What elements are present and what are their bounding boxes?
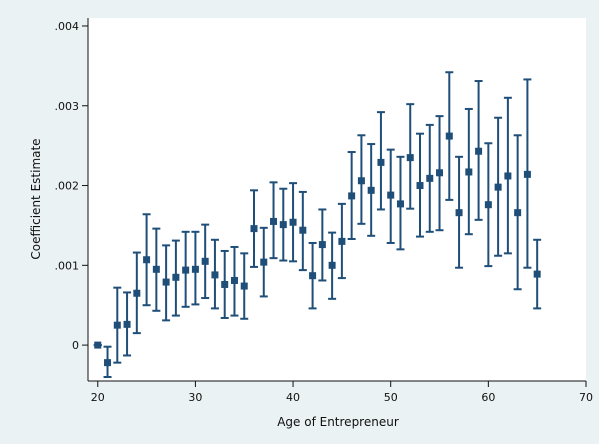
- y-tick-label: .002: [55, 180, 80, 193]
- coefficient-point: [465, 168, 473, 176]
- coefficient-point: [172, 273, 180, 281]
- coefficient-point: [279, 221, 287, 229]
- y-tick-label: .003: [55, 100, 80, 113]
- coefficient-point: [182, 266, 190, 274]
- y-axis-title: Coefficient Estimate: [29, 138, 43, 259]
- coefficient-point: [133, 289, 141, 297]
- coefficient-point: [211, 271, 219, 279]
- coefficient-point: [348, 192, 356, 200]
- coefficient-point: [309, 272, 317, 280]
- coefficient-point: [416, 182, 424, 190]
- coefficient-point: [162, 278, 170, 286]
- coefficient-point: [484, 201, 492, 209]
- coefficient-point: [455, 209, 463, 217]
- coefficient-point: [504, 172, 512, 180]
- coefficient-point: [260, 258, 268, 266]
- coefficient-point: [270, 217, 278, 225]
- coefficient-point: [123, 320, 131, 328]
- coefficient-point: [426, 174, 434, 182]
- y-tick-label: .001: [55, 259, 80, 272]
- coefficient-point: [104, 359, 112, 367]
- x-tick-label: 30: [188, 391, 202, 404]
- coefficient-point: [514, 209, 522, 217]
- coefficient-point: [113, 321, 121, 329]
- coefficient-point: [318, 241, 326, 249]
- coefficient-point: [533, 270, 541, 278]
- coefficient-point: [338, 237, 346, 245]
- coefficient-point: [387, 191, 395, 199]
- x-axis-title: Age of Entrepreneur: [277, 415, 399, 429]
- x-tick-label: 20: [91, 391, 105, 404]
- x-tick-label: 50: [384, 391, 398, 404]
- coefficient-point: [367, 186, 375, 194]
- coefficient-point: [240, 282, 248, 290]
- coefficient-point: [523, 170, 531, 178]
- x-tick-label: 40: [286, 391, 300, 404]
- y-tick-label: 0: [72, 339, 79, 352]
- coefficient-point: [396, 200, 404, 208]
- coefficient-point: [406, 154, 414, 162]
- coefficient-point: [328, 261, 336, 269]
- coefficient-point: [230, 276, 238, 284]
- coefficient-point: [475, 147, 483, 155]
- x-tick-label: 70: [579, 391, 593, 404]
- coefficient-point: [143, 256, 151, 264]
- x-tick-label: 60: [481, 391, 495, 404]
- coefficient-point: [494, 183, 502, 191]
- coefficient-point: [201, 257, 209, 265]
- coefficient-point: [94, 341, 102, 349]
- coefficient-point: [377, 158, 385, 166]
- y-tick-label: .004: [55, 20, 80, 33]
- coefficient-point: [152, 265, 160, 273]
- coefficient-point: [436, 169, 444, 177]
- coefficient-point: [357, 177, 365, 185]
- coefficient-point: [250, 225, 258, 233]
- coefficient-point: [221, 280, 229, 288]
- coefficient-point: [445, 132, 453, 140]
- coefficient-point: [299, 226, 307, 234]
- coefficient-point: [191, 265, 199, 273]
- plot-area: [88, 18, 586, 381]
- coefficient-point: [289, 218, 297, 226]
